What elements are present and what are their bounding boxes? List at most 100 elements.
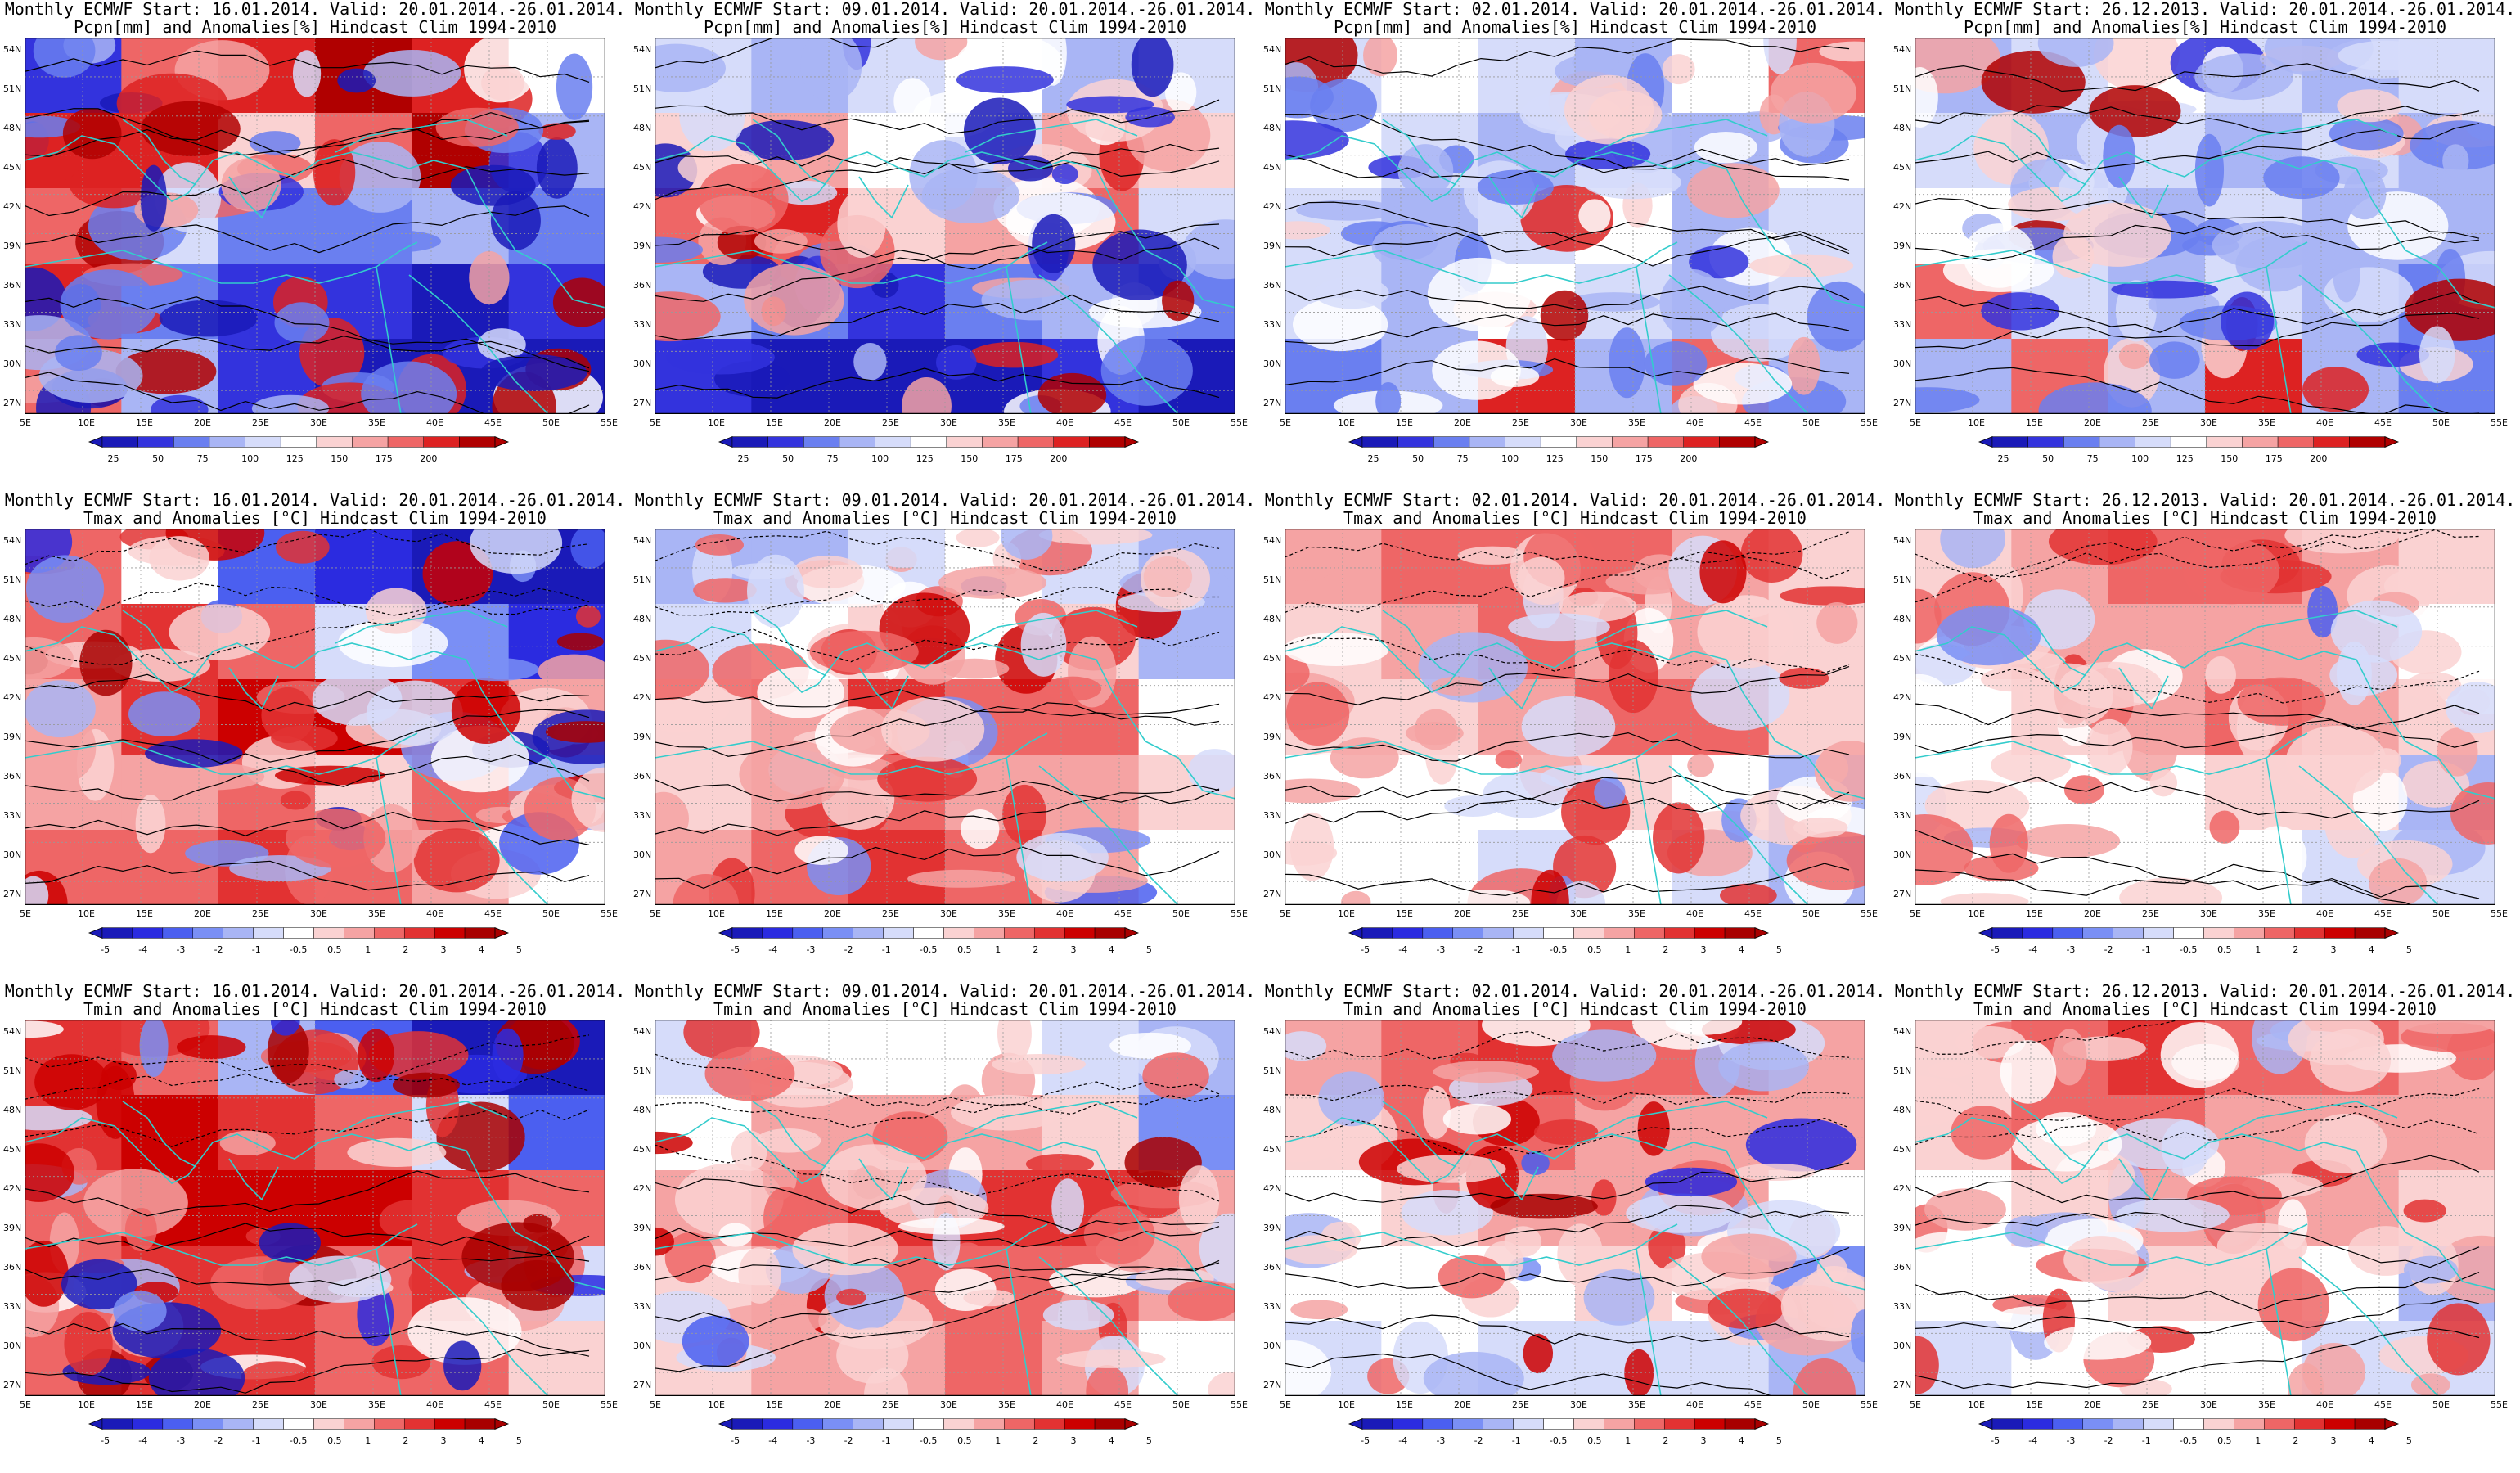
- coastlines: [1915, 1101, 2495, 1396]
- graticule: [655, 529, 1235, 905]
- colorbar-label: 150: [331, 453, 349, 464]
- contour-lines: [25, 1034, 590, 1394]
- coastlines: [25, 610, 605, 905]
- colorbar-label: 4: [1738, 1435, 1744, 1446]
- latitude-label: 48N: [3, 1105, 22, 1115]
- coastlines: [1915, 610, 2495, 905]
- longitude-label: 25E: [252, 417, 269, 428]
- longitude-label: 25E: [1512, 417, 1529, 428]
- colorbar-label: 4: [1108, 944, 1114, 955]
- colorbar-label: 3: [2330, 944, 2337, 955]
- colorbar-label: 4: [478, 1435, 484, 1446]
- colorbar-label: -1: [1511, 1435, 1521, 1446]
- colorbar-label: 0.5: [2217, 944, 2232, 955]
- longitude-label: 20E: [2084, 1399, 2101, 1410]
- longitude-label: 5E: [20, 908, 31, 919]
- longitude-label: 15E: [1396, 417, 1413, 428]
- colorbar-label: -4: [138, 944, 148, 955]
- longitude-label: 5E: [20, 417, 31, 428]
- colorbar: [718, 927, 1140, 939]
- latitude-label: 33N: [3, 319, 22, 330]
- latitude-label: 27N: [3, 398, 22, 408]
- panel-subtitle: Tmax and Anomalies [°C] Hindcast Clim 19…: [1343, 508, 1807, 528]
- latitude-label: 42N: [1893, 201, 1912, 212]
- longitude-label: 15E: [766, 417, 783, 428]
- longitude-label: 25E: [1512, 908, 1529, 919]
- longitude-label: 55E: [2491, 417, 2508, 428]
- latitude-label: 51N: [633, 574, 652, 585]
- latitude-label: 27N: [633, 1380, 652, 1390]
- contour-lines: [25, 529, 590, 891]
- colorbar-label: 125: [2176, 453, 2194, 464]
- longitude-label: 25E: [2142, 417, 2159, 428]
- colorbar-label: 3: [1700, 1435, 1707, 1446]
- longitude-label: 10E: [78, 1399, 95, 1410]
- contour-lines: [1285, 531, 1850, 897]
- longitude-label: 15E: [766, 908, 783, 919]
- longitude-label: 35E: [368, 417, 385, 428]
- latitude-label: 51N: [1893, 574, 1912, 585]
- colorbar-label: 5: [515, 1435, 522, 1446]
- colorbar-label: -2: [2104, 1435, 2113, 1446]
- panel-subtitle: Tmax and Anomalies [°C] Hindcast Clim 19…: [1973, 508, 2437, 528]
- longitude-label: 10E: [1338, 417, 1355, 428]
- colorbar-label: -3: [2066, 1435, 2076, 1446]
- panel-title: Monthly ECMWF Start: 09.01.2014. Valid: …: [634, 490, 1256, 510]
- longitude-label: 40E: [2316, 1399, 2333, 1410]
- longitude-label: 30E: [310, 908, 327, 919]
- colorbar-label: 150: [2221, 453, 2239, 464]
- colorbar-label: 25: [737, 453, 749, 464]
- latitude-label: 54N: [1893, 1026, 1912, 1037]
- longitude-label: 5E: [650, 908, 661, 919]
- coastlines: [1285, 119, 1865, 414]
- latitude-label: 33N: [1893, 1301, 1912, 1312]
- colorbar-label: 100: [2131, 453, 2149, 464]
- latitude-label: 27N: [1263, 1380, 1282, 1390]
- graticule: [1915, 1020, 2495, 1396]
- longitude-label: 30E: [1570, 1399, 1587, 1410]
- latitude-label: 30N: [633, 1340, 652, 1351]
- longitude-label: 45E: [1114, 417, 1132, 428]
- colorbar: [1348, 436, 1770, 448]
- contour-lines: [25, 50, 590, 414]
- colorbar-label: 5: [1775, 1435, 1782, 1446]
- latitude-label: 48N: [1893, 614, 1912, 624]
- longitude-label: 45E: [2374, 908, 2392, 919]
- latitude-label: 48N: [1263, 614, 1282, 624]
- longitude-label: 55E: [1861, 1399, 1878, 1410]
- longitude-label: 20E: [1454, 908, 1471, 919]
- longitude-label: 10E: [1968, 908, 1985, 919]
- panel-subtitle: Tmin and Anomalies [°C] Hindcast Clim 19…: [1973, 999, 2437, 1019]
- latitude-label: 54N: [3, 44, 22, 55]
- latitude-label: 51N: [3, 574, 22, 585]
- colorbar-label: -1: [2141, 1435, 2151, 1446]
- latitude-label: 33N: [1263, 810, 1282, 821]
- latitude-label: 27N: [633, 889, 652, 899]
- coastlines: [1285, 610, 1865, 905]
- anomaly-map: [25, 38, 605, 414]
- longitude-label: 5E: [1280, 908, 1291, 919]
- latitude-label: 39N: [633, 732, 652, 742]
- latitude-label: 39N: [633, 1223, 652, 1233]
- anomaly-shading: [25, 38, 605, 414]
- latitude-label: 42N: [3, 692, 22, 703]
- longitude-label: 35E: [1628, 417, 1645, 428]
- latitude-label: 30N: [3, 358, 22, 369]
- colorbar-label: 175: [375, 453, 393, 464]
- longitude-label: 35E: [368, 1399, 385, 1410]
- longitude-label: 5E: [1910, 417, 1921, 428]
- colorbar-label: 25: [1997, 453, 2009, 464]
- colorbar-label: 1: [365, 1435, 371, 1446]
- latitude-label: 36N: [1263, 771, 1282, 782]
- colorbar-label: 2: [403, 1435, 409, 1446]
- map-panel: Monthly ECMWF Start: 26.12.2013. Valid: …: [1890, 982, 2520, 1473]
- colorbar-label: -4: [768, 944, 778, 955]
- colorbar-label: 100: [241, 453, 259, 464]
- panel-title: Monthly ECMWF Start: 16.01.2014. Valid: …: [4, 981, 626, 1001]
- latitude-label: 30N: [1893, 1340, 1912, 1351]
- colorbar-label: -2: [1474, 944, 1483, 955]
- longitude-label: 40E: [1686, 908, 1703, 919]
- longitude-label: 20E: [2084, 417, 2101, 428]
- map-panel: Monthly ECMWF Start: 26.12.2013. Valid: …: [1890, 0, 2520, 491]
- colorbar-label: -3: [806, 1435, 816, 1446]
